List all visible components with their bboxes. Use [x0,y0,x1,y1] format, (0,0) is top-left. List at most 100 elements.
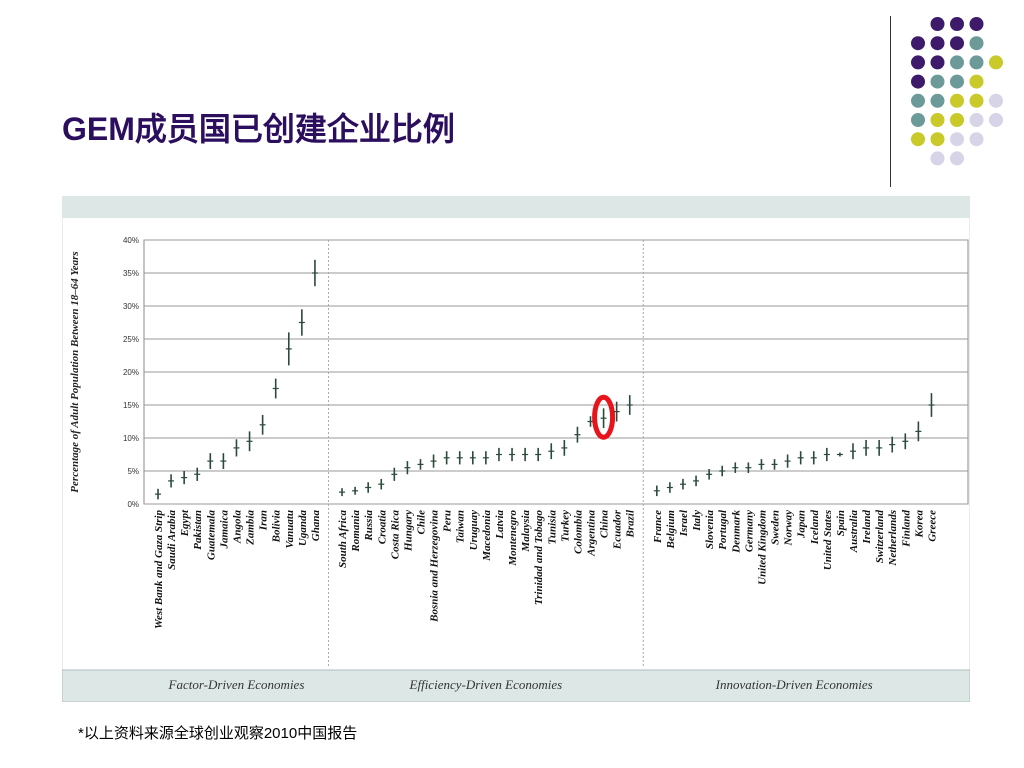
decorative-dot-grid [911,17,1003,166]
category-label: Italy [691,510,703,532]
decorative-dot [911,93,925,108]
category-label: Angola [231,510,243,545]
decorative-dot [969,36,984,51]
y-tick-label: 15% [123,401,139,410]
decorative-dot [950,74,964,89]
category-label: Turkey [559,510,571,542]
category-label: Germany [743,510,755,552]
decorative-dot [969,132,984,147]
category-label: United Kingdom [756,510,768,585]
category-label: Australia [848,510,860,554]
category-label: Romania [350,510,362,553]
category-label: Belgium [665,510,677,550]
source-footnote: *以上资料来源全球创业观察2010中国报告 [78,725,358,742]
decorative-dot [969,55,984,70]
category-label: Portugal [717,509,729,550]
category-label: South Africa [337,510,349,568]
category-label: Slovenia [704,510,716,550]
decorative-dot [950,36,964,51]
category-label: Bosnia and Herzegovina [429,510,441,623]
y-tick-label: 0% [127,500,139,509]
category-label: Switzerland [874,510,886,564]
category-label: Chile [415,510,427,535]
category-label: Denmark [730,510,742,554]
group-label: Factor-Driven Economies [168,677,305,692]
decorative-dot [969,17,984,31]
decorative-dot [950,17,964,31]
decorative-dot [969,74,984,89]
category-label: Tunisia [546,510,558,545]
decorative-dot [930,36,945,51]
category-label: Uganda [297,510,309,547]
category-label: Korea [913,510,925,539]
category-label: Croatia [376,510,388,545]
category-label: Zambia [245,510,257,546]
category-label: Israel [678,509,690,537]
highlight-ellipse [592,394,616,440]
y-tick-label: 40% [123,236,139,245]
category-label: Ghana [310,510,322,542]
category-label: Malaysia [520,510,532,553]
category-label: Netherlands [887,510,899,567]
category-label: Macedonia [481,510,493,562]
decorative-dot [911,132,925,147]
category-label: Egypt [179,509,191,537]
category-label: Costa Rica [389,510,401,560]
y-tick-label: 35% [123,269,139,278]
entrepreneurship-chart: 0% 5% 10% 15% 20% 25% 30% 35% 40% West Bank and G… [62,196,970,702]
slide-title: GEM成员国已创建企业比例 [62,111,455,147]
category-label: Finland [900,510,912,548]
category-label: Ireland [861,510,873,545]
category-label: Iceland [809,510,821,546]
decorative-dot [969,93,984,108]
decorative-dot [930,74,945,89]
category-label: Greece [926,510,938,542]
y-tick-label: 20% [123,368,139,377]
category-label: Sweden [770,510,782,545]
category-label: Vanuatu [284,510,296,549]
decorative-dot [989,93,1003,108]
decorative-dot [911,74,925,89]
y-tick-label: 30% [123,302,139,311]
y-tick-label: 5% [127,467,139,476]
category-label: China [599,510,611,539]
category-label: Jamaica [218,510,230,550]
category-label: Hungary [402,510,414,552]
category-label: West Bank and Gaza Strip [153,510,165,629]
category-label: Norway [783,510,795,547]
category-label: Guatemala [205,510,217,561]
decorative-dot [930,113,945,127]
category-label: Saudi Arabia [166,510,178,570]
decorative-dot [911,36,925,51]
decorative-dot [930,93,945,108]
decorative-dot [950,113,964,127]
category-label: Brazil [625,509,637,538]
decorative-dot [950,93,964,108]
category-label: Uruguay [468,510,480,550]
decorative-dot [911,113,925,127]
decorative-dot [950,132,964,147]
category-label: Argentina [586,510,598,557]
decorative-dot [911,55,925,70]
category-label: Pakistan [192,510,204,550]
category-label: Latvia [494,510,506,540]
group-label: Efficiency-Driven Economies [409,677,563,692]
chart-background [62,196,970,702]
decorative-dot [930,151,945,166]
decorative-dot [989,55,1003,70]
category-label: Russia [363,510,375,542]
header-divider [890,16,891,187]
category-label: United States [822,510,834,570]
decorative-dot [930,17,945,31]
group-label: Innovation-Driven Economies [715,677,873,692]
decorative-dot [930,132,945,147]
category-label: Taiwan [455,510,467,543]
decorative-dot [950,151,964,166]
category-label: Montenegro [507,510,519,567]
decorative-dot [969,113,984,127]
chart-bottom-band [62,669,970,702]
category-label: Bolivia [271,510,283,544]
category-label: Peru [442,510,454,532]
decorative-dot [930,55,945,70]
category-label: Ecuador [612,509,624,550]
